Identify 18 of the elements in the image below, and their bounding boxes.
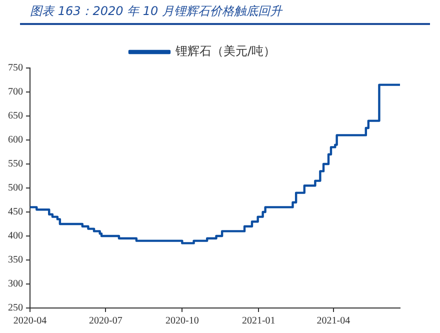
y-tick-label: 550 bbox=[8, 158, 23, 170]
legend-label: 锂辉石（美元/吨） bbox=[174, 44, 276, 58]
y-tick-label: 250 bbox=[8, 302, 23, 314]
y-tick-label: 450 bbox=[8, 206, 23, 218]
y-tick-label: 300 bbox=[8, 278, 23, 290]
x-tick-label: 2020-07 bbox=[88, 316, 122, 327]
y-tick-label: 700 bbox=[8, 86, 23, 98]
x-tick-label: 2020-04 bbox=[13, 316, 47, 327]
x-tick-label: 2021-04 bbox=[316, 316, 350, 327]
y-tick-label: 750 bbox=[8, 62, 23, 74]
y-tick-label: 400 bbox=[8, 230, 23, 242]
x-tick-label: 2020-10 bbox=[165, 316, 199, 327]
y-tick-label: 350 bbox=[8, 254, 23, 266]
y-tick-label: 500 bbox=[8, 182, 23, 194]
chart-title: 图表 163：2020 年 10 月锂辉石价格触底回升 bbox=[30, 3, 282, 20]
x-tick-label: 2021-01 bbox=[242, 316, 276, 327]
y-tick-label: 650 bbox=[8, 110, 23, 122]
y-tick-label: 600 bbox=[8, 134, 23, 146]
